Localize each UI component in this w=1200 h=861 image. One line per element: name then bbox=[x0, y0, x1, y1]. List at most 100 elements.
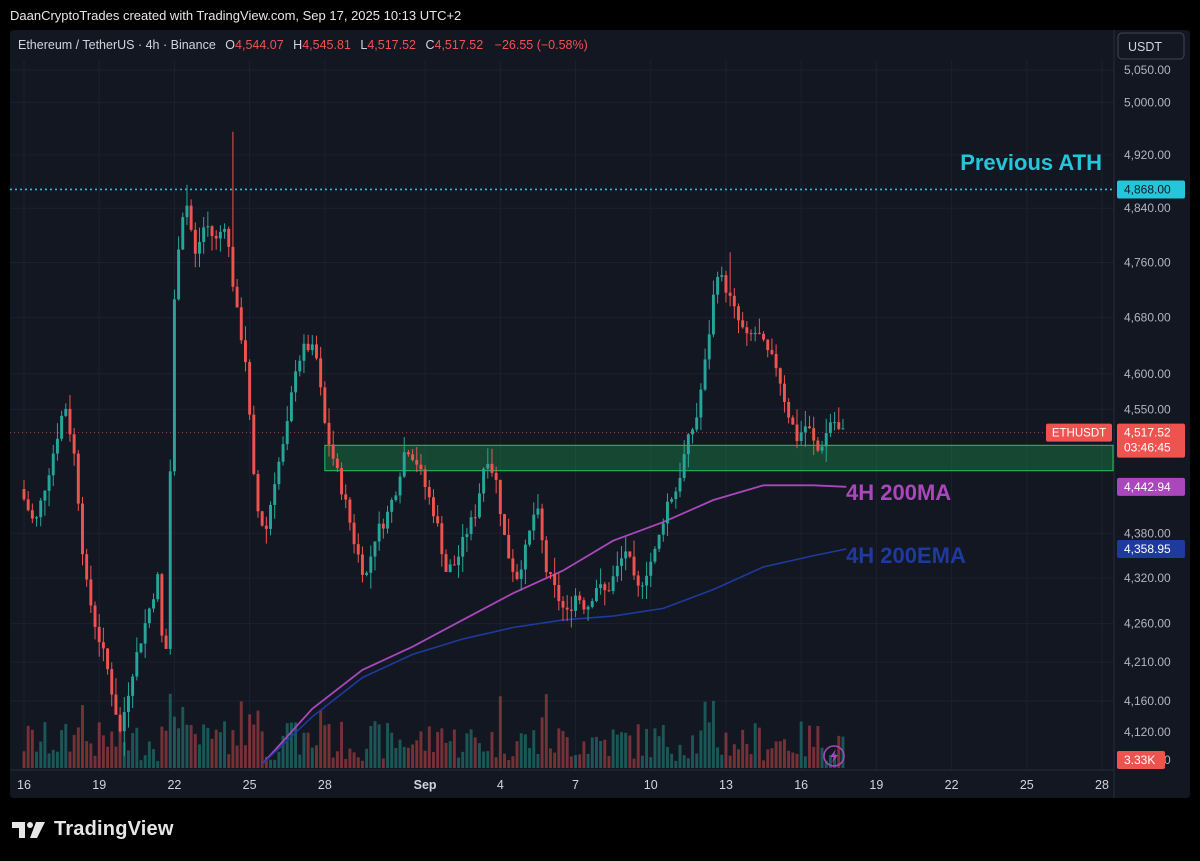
candle-body bbox=[782, 383, 786, 402]
candle-body bbox=[665, 501, 669, 524]
volume-bar bbox=[248, 714, 252, 768]
candle-body bbox=[820, 446, 824, 451]
chart-panel[interactable] bbox=[10, 30, 1190, 798]
candle-body bbox=[515, 571, 519, 579]
candle-body bbox=[235, 286, 239, 308]
currency-button-label[interactable]: USDT bbox=[1128, 40, 1162, 54]
volume-bar bbox=[356, 757, 360, 768]
tradingview-logo[interactable]: TradingView bbox=[12, 818, 174, 841]
candle-body bbox=[762, 333, 766, 340]
candle-body bbox=[365, 572, 369, 575]
candle-body bbox=[51, 453, 55, 476]
volume-bar bbox=[89, 743, 93, 768]
volume-bar bbox=[423, 750, 427, 768]
candle-body bbox=[469, 517, 473, 535]
price-chart[interactable]: ETHUSDT Previous ATH 4H 200MA 4H 200EMA 4,… bbox=[0, 0, 1200, 798]
candle-body bbox=[152, 599, 155, 609]
volume-bar bbox=[360, 760, 364, 768]
volume-bar bbox=[114, 746, 118, 768]
candle-body bbox=[824, 433, 828, 447]
volume-bar bbox=[198, 744, 201, 768]
candle-body bbox=[348, 499, 352, 523]
candle-body bbox=[787, 401, 791, 418]
legend-o-label: O bbox=[225, 38, 235, 52]
volume-bar bbox=[711, 700, 715, 768]
volume-bar bbox=[657, 736, 661, 768]
price-tick-label: 5,050.00 bbox=[1124, 63, 1171, 77]
candle-body bbox=[344, 494, 348, 500]
currency-button[interactable]: USDT bbox=[1117, 32, 1185, 60]
volume-bar bbox=[565, 737, 569, 768]
candle-body bbox=[812, 428, 816, 441]
volume-bar bbox=[452, 729, 456, 768]
candle-body bbox=[218, 231, 222, 239]
candle-body bbox=[360, 554, 364, 575]
volume-bar bbox=[352, 752, 356, 768]
volume-bar bbox=[482, 751, 486, 768]
volume-bar bbox=[264, 756, 268, 768]
candle-body bbox=[411, 454, 415, 461]
candle-body bbox=[770, 350, 774, 354]
volume-bar bbox=[532, 730, 536, 768]
volume-bar bbox=[143, 755, 147, 768]
candle-body bbox=[444, 554, 448, 573]
volume-bar bbox=[741, 729, 745, 768]
candle-body bbox=[369, 556, 373, 573]
price-axis[interactable]: 4,160.00 4,210.00 4,260.00 4,320.00 4,380.00… bbox=[1113, 30, 1185, 798]
volume-bar bbox=[289, 722, 293, 768]
legend-c-label: C bbox=[425, 38, 434, 52]
volume-bar bbox=[118, 721, 122, 768]
candle-body bbox=[243, 340, 247, 363]
candle-body bbox=[720, 275, 724, 277]
volume-bar bbox=[177, 728, 181, 768]
volume-bar bbox=[699, 730, 703, 768]
candle-body bbox=[406, 452, 410, 455]
candle-body bbox=[691, 429, 694, 435]
time-axis[interactable]: 16 19 22 25 28 Sep 4 7 10 13 16 19 22 25 28 bbox=[10, 769, 1114, 792]
candle-body bbox=[657, 534, 661, 549]
legend-change: −26.55 (−0.58%) bbox=[495, 38, 588, 52]
volume-bar bbox=[252, 724, 256, 768]
volume-bar bbox=[678, 744, 682, 768]
volume-bars bbox=[22, 693, 845, 768]
volume-bar bbox=[35, 751, 38, 768]
volume-bar bbox=[569, 756, 573, 768]
volume-bar bbox=[720, 754, 724, 768]
candle-body bbox=[160, 574, 164, 636]
volume-bar bbox=[344, 758, 348, 768]
candle-body bbox=[532, 514, 536, 531]
volume-bar bbox=[523, 734, 527, 768]
volume-bar bbox=[101, 735, 105, 768]
volume-bar bbox=[239, 701, 243, 768]
volume-bar bbox=[812, 747, 816, 768]
volume-bar bbox=[448, 741, 452, 768]
candle-body bbox=[561, 601, 565, 608]
volume-bar bbox=[168, 693, 172, 768]
annotation-label: Previous ATH bbox=[960, 150, 1102, 175]
volume-bar bbox=[808, 725, 811, 768]
time-tick-label: 19 bbox=[92, 778, 106, 792]
volume-bar bbox=[553, 752, 557, 768]
volume-bar bbox=[411, 744, 415, 768]
volume-bar bbox=[519, 733, 523, 768]
candle-body bbox=[85, 554, 89, 580]
volume-bar bbox=[590, 737, 594, 768]
support-zone bbox=[324, 444, 1114, 472]
candle-body bbox=[168, 471, 172, 649]
volume-bar bbox=[126, 750, 130, 768]
candle-body bbox=[202, 227, 206, 242]
volume-bar bbox=[285, 723, 289, 768]
candle-body bbox=[607, 590, 611, 592]
candle-body bbox=[611, 576, 615, 592]
candle-body bbox=[277, 461, 281, 485]
volume-bar bbox=[607, 756, 611, 768]
volume-bar bbox=[498, 696, 502, 768]
lightning-alert-icon[interactable] bbox=[823, 745, 845, 767]
annotation-label: 4H 200EMA bbox=[846, 543, 966, 568]
volume-bar bbox=[373, 721, 377, 768]
volume-bar bbox=[386, 723, 389, 768]
volume-bar bbox=[490, 732, 494, 768]
volume-bar bbox=[302, 732, 306, 768]
volume-bar bbox=[540, 717, 544, 768]
volume-bar bbox=[231, 730, 235, 768]
